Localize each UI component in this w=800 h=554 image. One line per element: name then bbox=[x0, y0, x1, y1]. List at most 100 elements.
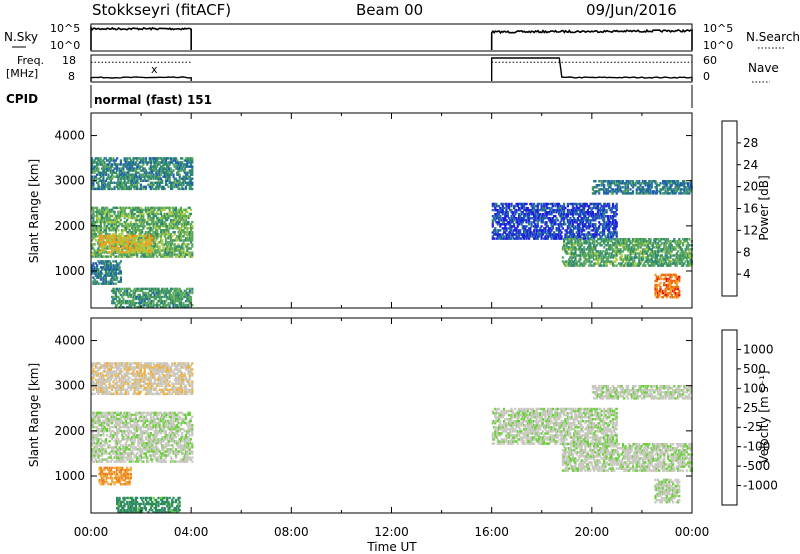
heatmap-cell bbox=[559, 229, 562, 232]
heatmap-cell bbox=[169, 167, 173, 170]
heatmap-cell bbox=[139, 220, 142, 224]
heatmap-cell bbox=[598, 221, 601, 224]
heatmap-cell bbox=[638, 252, 641, 255]
heatmap-cell bbox=[186, 222, 189, 226]
heatmap-cell bbox=[171, 249, 174, 252]
heatmap-cell bbox=[563, 244, 566, 247]
heatmap-cell bbox=[129, 244, 132, 248]
heatmap-cell bbox=[643, 252, 646, 255]
heatmap-cell bbox=[492, 233, 496, 236]
heatmap-cell bbox=[176, 249, 179, 252]
heatmap-cell bbox=[501, 206, 504, 210]
heatmap-cell bbox=[590, 260, 593, 263]
heatmap-cell bbox=[113, 161, 116, 164]
heatmap-cell bbox=[568, 208, 571, 212]
heatmap-cell bbox=[566, 246, 569, 249]
heatmap-cell bbox=[497, 211, 501, 214]
heatmap-cell bbox=[610, 254, 613, 257]
heatmap-cell bbox=[97, 181, 100, 184]
heatmap-cell bbox=[534, 215, 537, 218]
heatmap-cell bbox=[606, 215, 610, 218]
heatmap-cell bbox=[127, 242, 130, 246]
heatmap-cell bbox=[548, 231, 551, 234]
heatmap-cell bbox=[148, 245, 151, 248]
heatmap-cell bbox=[599, 223, 602, 226]
heatmap-cell bbox=[187, 171, 190, 174]
heatmap-cell bbox=[504, 215, 507, 218]
heatmap-cell bbox=[96, 181, 99, 184]
heatmap-cell bbox=[561, 227, 564, 230]
heatmap-cell bbox=[122, 185, 125, 189]
heatmap-cell bbox=[142, 303, 145, 307]
heatmap-cell bbox=[497, 229, 501, 232]
heatmap-cell bbox=[112, 268, 115, 271]
heatmap-cell bbox=[583, 235, 586, 238]
heatmap-cell bbox=[166, 297, 169, 301]
heatmap-cell bbox=[163, 220, 166, 224]
heatmap-cell bbox=[162, 289, 165, 293]
heatmap-cell bbox=[621, 242, 625, 245]
heatmap-cell bbox=[119, 240, 122, 244]
heatmap-cell bbox=[119, 306, 122, 309]
heatmap-cell bbox=[118, 270, 121, 273]
heatmap-cell bbox=[564, 206, 567, 210]
heatmap-cell bbox=[147, 227, 150, 230]
heatmap-cell bbox=[564, 235, 567, 238]
heatmap-cell bbox=[144, 233, 147, 236]
heatmap-cell bbox=[580, 211, 583, 214]
heatmap-cell bbox=[147, 253, 150, 256]
heatmap-cell bbox=[137, 165, 140, 168]
heatmap-cell bbox=[518, 231, 521, 234]
heatmap-cell bbox=[147, 303, 150, 307]
heatmap-cell bbox=[574, 235, 577, 238]
heatmap-cell bbox=[141, 231, 144, 234]
heatmap-cell bbox=[114, 222, 117, 226]
heatmap-cell bbox=[580, 231, 583, 234]
heatmap-cell bbox=[584, 237, 587, 240]
heatmap-cell bbox=[182, 306, 185, 309]
heatmap-cell bbox=[123, 210, 126, 214]
heatmap-cell bbox=[109, 253, 112, 256]
heatmap-cell bbox=[134, 229, 137, 232]
heatmap-cell bbox=[548, 211, 551, 214]
heatmap-cell bbox=[136, 165, 139, 168]
heatmap-cell bbox=[606, 229, 610, 232]
heatmap-cell bbox=[589, 206, 592, 210]
heatmap-cell bbox=[96, 249, 99, 252]
heatmap-cell bbox=[658, 292, 661, 295]
heatmap-cell bbox=[516, 225, 519, 228]
heatmap-cell bbox=[161, 253, 164, 256]
heatmap-cell bbox=[603, 260, 606, 263]
heatmap-cell bbox=[186, 157, 189, 160]
heatmap-cell bbox=[146, 212, 149, 216]
heatmap-cell bbox=[141, 159, 144, 162]
heatmap-cell bbox=[182, 243, 185, 246]
heatmap-cell bbox=[177, 183, 180, 186]
heatmap-cell bbox=[134, 206, 137, 210]
heatmap-cell bbox=[94, 280, 97, 283]
heatmap-cell bbox=[596, 211, 599, 214]
heatmap-cell bbox=[163, 306, 166, 309]
heatmap-cell bbox=[153, 187, 156, 191]
heatmap-cell bbox=[152, 247, 155, 250]
heatmap-cell bbox=[182, 235, 185, 238]
heatmap-cell bbox=[534, 217, 537, 220]
heatmap-cell bbox=[576, 219, 579, 222]
heatmap-cell bbox=[186, 287, 189, 291]
heatmap-cell bbox=[146, 235, 149, 238]
heatmap-cell bbox=[116, 241, 119, 244]
heatmap-cell bbox=[191, 224, 194, 228]
heatmap-cell bbox=[92, 233, 95, 236]
heatmap-cell bbox=[684, 260, 687, 263]
heatmap-cell bbox=[93, 278, 96, 281]
heatmap-cell bbox=[159, 210, 163, 214]
heatmap-cell bbox=[181, 185, 184, 189]
heatmap-cell bbox=[164, 212, 168, 216]
heatmap-cell bbox=[682, 258, 685, 261]
heatmap-cell bbox=[648, 242, 651, 245]
heatmap-cell bbox=[123, 212, 126, 216]
heatmap-cell bbox=[102, 173, 105, 176]
heatmap-cell bbox=[579, 256, 582, 259]
heatmap-cell bbox=[133, 173, 136, 176]
heatmap-cell bbox=[124, 227, 127, 230]
